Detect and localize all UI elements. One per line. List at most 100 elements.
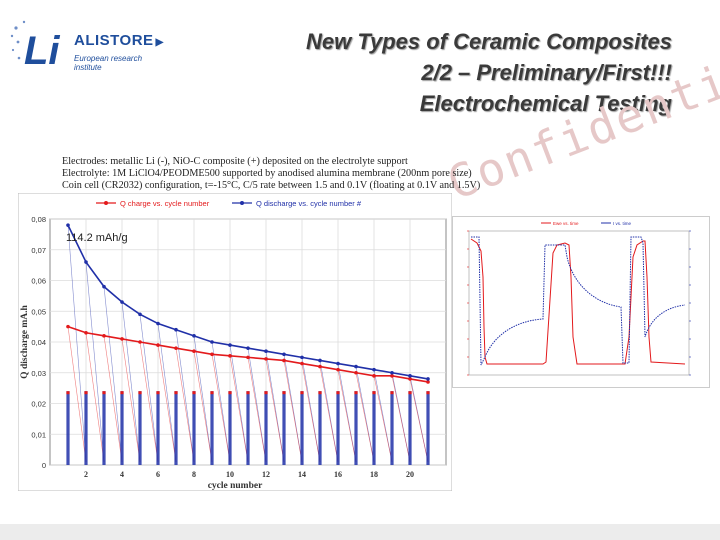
arrow-right-icon: ▶ (155, 37, 164, 48)
cycle-charge-cap (120, 391, 124, 395)
cycle-profile-line (139, 314, 159, 462)
q-discharge-point (246, 346, 250, 350)
q-discharge-point (174, 327, 178, 332)
cycle-discharge-bar (174, 391, 178, 465)
x-tick-label: 20 (406, 470, 414, 479)
cycle-profile-line (373, 375, 393, 462)
cycle-profile-line (193, 351, 213, 462)
small-legend-label: Ewe vs. time (553, 221, 579, 226)
cycle-discharge-bar (138, 391, 142, 465)
cycle-discharge-bar (228, 391, 232, 465)
x-tick-label: 12 (262, 470, 270, 479)
cycle-charge-cap (264, 391, 268, 395)
q-discharge-point (120, 300, 124, 304)
cycle-profile-line (229, 345, 249, 462)
cycle-profile-line (157, 323, 177, 462)
y-tick-label: 0,02 (31, 400, 46, 409)
cycle-charge-cap (192, 391, 196, 395)
cycle-profile-line (355, 372, 375, 462)
cycle-discharge-bar (120, 391, 124, 465)
cycle-profile-line (247, 357, 267, 462)
y-tick-label: 0,07 (31, 246, 46, 255)
y-tick-label: 0 (42, 461, 46, 470)
capacity-vs-cycle-chart: Q charge vs. cycle number Q discharge vs.… (18, 193, 452, 491)
legend-label: Q charge vs. cycle number (120, 199, 210, 208)
cycle-profile-line (283, 360, 303, 462)
cycle-discharge-bar (246, 391, 250, 465)
cycle-profile-line (193, 335, 213, 462)
q-discharge-point (66, 223, 70, 227)
cycle-profile-line (103, 335, 123, 462)
q-discharge-point (408, 374, 412, 378)
caption-line-1: Electrodes: metallic Li (-), NiO-C compo… (62, 156, 408, 167)
q-charge-point (264, 357, 268, 361)
small-chart-plot (467, 230, 691, 376)
cycle-charge-cap (138, 391, 142, 395)
q-charge-point (138, 340, 142, 344)
cycle-charge-cap (336, 391, 340, 395)
current-line (471, 236, 686, 366)
q-discharge-point (102, 284, 106, 289)
cycle-profile-line (229, 355, 249, 462)
y-tick-label: 0,03 (31, 369, 46, 378)
caption-line-2: Electrolyte: 1M LiClO4/PEODME500 support… (62, 168, 472, 179)
cycle-charge-cap (372, 391, 376, 395)
cycle-profile-line (67, 225, 87, 462)
voltage-current-time-chart: Ewe vs. time I vs. time (452, 216, 710, 388)
x-axis-label: cycle number (208, 481, 263, 491)
x-tick-label: 16 (334, 470, 342, 479)
x-tick-label: 6 (156, 470, 160, 479)
x-tick-label: 8 (192, 470, 196, 479)
small-legend-label: I vs. time (613, 221, 631, 226)
cycle-discharge-bar (84, 391, 88, 465)
q-discharge-point (426, 377, 430, 381)
cycle-charge-cap (174, 391, 178, 395)
cycle-profile-line (409, 378, 429, 462)
cycle-discharge-bar (282, 391, 286, 465)
q-discharge-point (264, 349, 268, 354)
q-discharge-point (156, 321, 160, 326)
q-charge-point (390, 374, 394, 378)
voltage-line (470, 238, 686, 365)
chart-axes: 0 0,01 0,02 0,03 0,04 0,05 0,06 0,07 0,08 2 4 6 8 10 1… (31, 215, 414, 479)
cycle-charge-cap (156, 391, 160, 395)
title-line-3: Electrochemical Testing (419, 91, 672, 116)
cycle-profile-line (175, 348, 195, 462)
logo-name: ALISTORE (74, 32, 154, 49)
cycle-discharge-bar (66, 391, 70, 465)
cycle-profile-line (319, 366, 339, 462)
q-charge-point (156, 343, 160, 347)
q-charge-point (228, 354, 232, 358)
q-discharge-point (228, 343, 232, 347)
cycle-discharge-bar (264, 391, 268, 465)
cycle-profile-line (301, 363, 321, 462)
cycle-discharge-bar (408, 391, 412, 465)
q-charge-point (192, 349, 196, 354)
cycle-discharge-bar (300, 391, 304, 465)
q-charge-point (66, 324, 70, 329)
cycle-profile-line (175, 329, 195, 462)
cycle-discharge-bar (426, 391, 430, 465)
cycle-profile-line (67, 326, 87, 462)
x-tick-label: 2 (84, 470, 88, 479)
q-charge-point (354, 370, 358, 375)
cycle-charge-cap (210, 391, 214, 395)
alistore-logo: Li ALISTORE ▶ European research institute (8, 14, 168, 74)
logo-tagline: European research institute (74, 54, 143, 72)
q-charge-point (408, 377, 412, 381)
y-tick-label: 0,06 (31, 277, 46, 286)
cycle-profile-line (121, 301, 141, 462)
q-charge-point (210, 352, 214, 357)
experiment-caption: Electrodes: metallic Li (-), NiO-C compo… (62, 156, 480, 192)
y-tick-label: 0,01 (31, 430, 46, 439)
footer-bar (0, 524, 720, 540)
q-discharge-point (300, 355, 304, 360)
cycle-profile-line (85, 262, 105, 462)
q-charge-point (336, 367, 340, 372)
q-discharge-point (372, 367, 376, 372)
q-charge-point (246, 355, 250, 360)
slide-title: New Types of Ceramic Composites 2/2 – Pr… (172, 26, 672, 119)
q-discharge-point (192, 334, 196, 338)
chart-legend: Q charge vs. cycle number Q discharge vs.… (96, 199, 362, 208)
q-charge-point (282, 358, 286, 363)
